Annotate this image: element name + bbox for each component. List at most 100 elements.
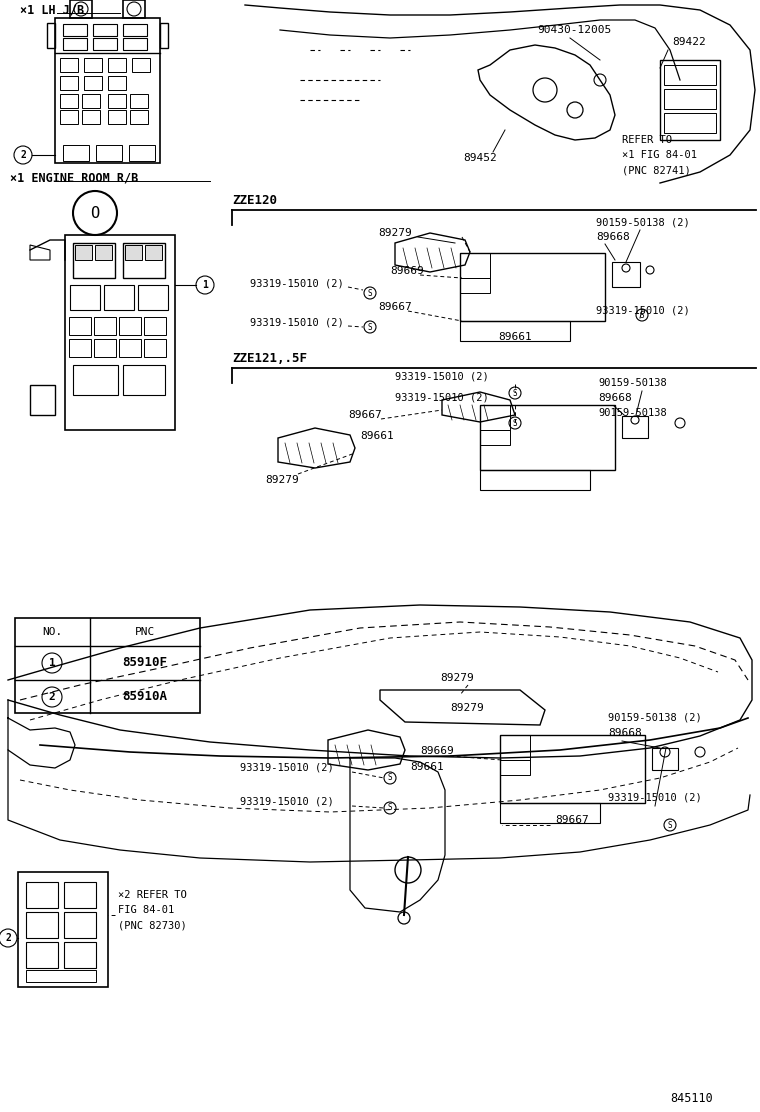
Bar	[60, 76, 78, 90]
Bar	[612, 262, 640, 287]
Bar	[73, 244, 115, 278]
Bar	[26, 942, 58, 969]
Bar	[132, 58, 150, 72]
Bar	[145, 245, 162, 260]
Bar	[63, 38, 87, 50]
Bar	[84, 58, 102, 72]
Bar	[130, 95, 148, 108]
Text: 93319-15010 (2): 93319-15010 (2)	[240, 797, 334, 807]
Text: S: S	[368, 288, 372, 298]
Text: NO.: NO.	[42, 627, 62, 637]
Text: 1: 1	[49, 658, 55, 668]
Bar	[664, 113, 716, 133]
Bar	[55, 18, 160, 163]
Bar	[26, 882, 58, 909]
Bar	[30, 385, 55, 415]
Text: 89422: 89422	[672, 37, 706, 47]
Bar	[160, 23, 168, 48]
Bar	[123, 24, 147, 36]
Text: 90159-50138 (2): 90159-50138 (2)	[596, 217, 690, 227]
Text: 90159-50138: 90159-50138	[598, 408, 667, 418]
Bar	[15, 618, 200, 713]
Bar	[500, 759, 530, 775]
Bar	[108, 95, 126, 108]
Text: 85910F: 85910F	[122, 656, 167, 669]
Bar	[63, 145, 89, 161]
Bar	[47, 23, 55, 48]
Bar	[64, 942, 96, 969]
Text: 93319-15010 (2): 93319-15010 (2)	[240, 762, 334, 772]
Text: 89661: 89661	[498, 332, 532, 342]
Bar	[460, 321, 570, 341]
Text: 89279: 89279	[265, 475, 299, 485]
Text: (PNC 82730): (PNC 82730)	[118, 920, 187, 930]
Bar	[123, 38, 147, 50]
Text: O: O	[90, 206, 100, 220]
Text: 93319-15010 (2): 93319-15010 (2)	[395, 393, 489, 403]
Bar	[130, 110, 148, 125]
Bar	[60, 58, 78, 72]
Bar	[60, 95, 78, 108]
Text: ×1 ENGINE ROOM R/B: ×1 ENGINE ROOM R/B	[10, 171, 138, 185]
Text: 845110: 845110	[670, 1092, 713, 1104]
Text: 93319-15010 (2): 93319-15010 (2)	[250, 278, 344, 288]
Bar	[460, 254, 490, 278]
Bar	[93, 24, 117, 36]
Text: FIG 84-01: FIG 84-01	[118, 905, 174, 915]
Text: 1: 1	[202, 280, 208, 290]
Bar	[108, 110, 126, 125]
Text: PNC: PNC	[135, 627, 155, 637]
Bar	[500, 735, 645, 803]
Bar	[65, 235, 175, 430]
Bar	[94, 317, 116, 335]
Bar	[652, 748, 678, 770]
Text: 89661: 89661	[410, 762, 444, 772]
Bar	[64, 912, 96, 939]
Text: 89667: 89667	[555, 815, 589, 825]
Bar	[144, 339, 166, 357]
Bar	[123, 0, 145, 18]
Bar	[94, 339, 116, 357]
Bar	[480, 405, 615, 470]
Bar	[95, 245, 112, 260]
Bar	[70, 0, 92, 18]
Text: 93319-15010 (2): 93319-15010 (2)	[395, 371, 489, 381]
Text: ×2 REFER TO: ×2 REFER TO	[118, 890, 187, 900]
Bar	[622, 416, 648, 438]
Bar	[75, 245, 92, 260]
Text: 93319-15010 (2): 93319-15010 (2)	[596, 305, 690, 315]
Text: S: S	[368, 322, 372, 331]
Bar	[18, 872, 108, 987]
Bar	[108, 58, 126, 72]
Text: ZZE121,.5F: ZZE121,.5F	[232, 351, 307, 365]
Text: 89668: 89668	[596, 232, 630, 242]
Text: 89668: 89668	[608, 728, 641, 738]
Bar	[73, 365, 118, 395]
Text: ×1 FIG 84-01: ×1 FIG 84-01	[622, 150, 697, 160]
Text: S: S	[513, 418, 518, 427]
Bar	[480, 430, 510, 445]
Text: 90430-12005: 90430-12005	[537, 24, 611, 34]
Bar	[60, 110, 78, 125]
Text: S: S	[668, 821, 673, 830]
Bar	[460, 254, 605, 321]
Bar	[144, 317, 166, 335]
Bar	[96, 145, 122, 161]
Bar	[82, 95, 100, 108]
Text: 90159-50138 (2): 90159-50138 (2)	[608, 713, 701, 723]
Text: (PNC 82741): (PNC 82741)	[622, 165, 691, 175]
Text: 2: 2	[5, 933, 11, 943]
Bar	[129, 145, 155, 161]
Bar	[64, 882, 96, 909]
Text: 2: 2	[20, 150, 26, 160]
Text: S: S	[640, 310, 644, 319]
Text: S: S	[513, 388, 518, 397]
Bar	[69, 339, 91, 357]
Text: 2: 2	[49, 692, 55, 702]
Text: 89661: 89661	[360, 431, 394, 441]
Bar	[138, 285, 168, 310]
Text: 89669: 89669	[420, 746, 454, 756]
Text: S: S	[388, 774, 392, 783]
Text: 89667: 89667	[348, 410, 382, 420]
Bar	[26, 970, 96, 982]
